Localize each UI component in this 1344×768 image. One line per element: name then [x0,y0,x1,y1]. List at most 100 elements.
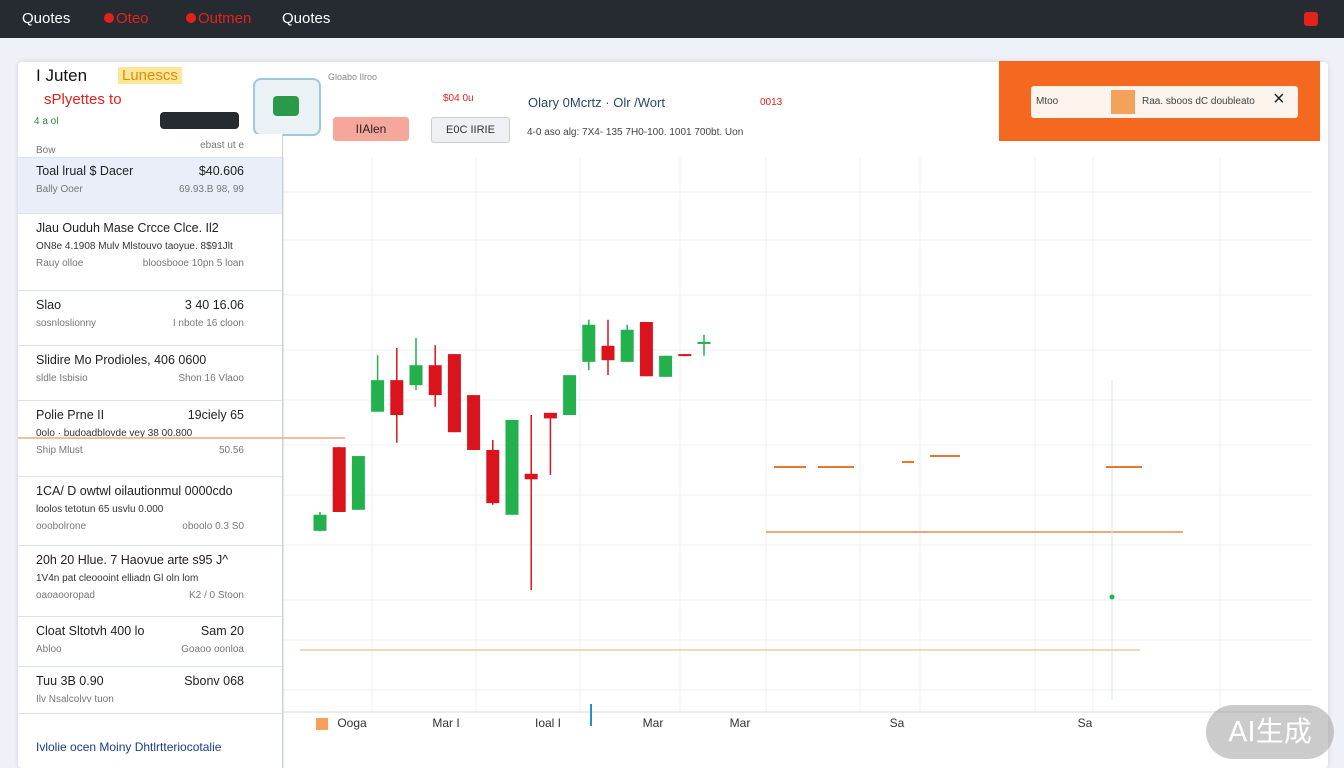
nav-item[interactable]: Quotes [282,10,331,27]
nav-item[interactable]: Outmen [186,10,251,27]
item-title: Slidire Mo Prodioles, 406 0600 [36,353,207,367]
item-sub-line: sosnloslionny I nbote 16 cloon [36,318,272,329]
sidebar-item[interactable]: Jlau Ouduh Mase Crcce Clce. Il2 ON8e 4.19… [18,215,282,291]
candle-body [447,354,461,433]
sidebar-item[interactable]: Tuu 3B 0.90 Sbonv 068 Ilv Nsalcolvv tuon [18,668,282,714]
item-sub-value: I nbote 16 cloon [172,318,244,329]
item-sub: sldle Isbisio [36,373,88,384]
candle-body [563,375,577,416]
candle-body [524,473,538,480]
item-sub: ooobolrone [36,521,87,532]
price-tag: $04 0u [443,93,474,104]
dark-button[interactable] [160,112,239,129]
stats: 4-0 aso alg: 7X4- 135 7H0-100. 1001 700b… [527,127,744,138]
watermark: AI生成 [1206,705,1334,759]
x-label: Ooga [337,716,367,730]
grey-button[interactable]: E0C IIRIE [431,117,510,143]
item-detail: 0olo · budoadblovde vey 38 00.800 [36,428,193,439]
item-sub-line: Bally Ooer 69.93.B 98, 99 [36,184,272,195]
candle-body [409,365,423,386]
item-detail: ON8e 4.1908 Mulv Mlstouvo taoyue. 8$91Jl… [36,241,233,252]
item-title-line: 20h 20 Hlue. 7 Haovue arte s95 J^ [36,553,272,567]
candle-body [678,354,692,357]
item-sub-line: Ilv Nsalcolvv tuon [36,694,272,705]
candle-body [351,456,365,510]
candle-body [390,380,404,416]
sidebar-item[interactable]: Cloat Sltotvh 400 lo Sam 20 Abloo Goaoo oon… [18,618,282,667]
item-title-line: 1CA/ D owtwl oilautionmul 0000cdo [36,484,272,498]
item-title: Cloat Sltotvh 400 lo [36,624,145,638]
candle-body [697,341,711,344]
item-sub: Ship Mlust [36,445,83,456]
sidebar-footer: Ivlolie ocen Moiny Dhtlrtteriocotalie [36,740,222,754]
item-sub: Ilv Nsalcolvv tuon [36,694,114,705]
head-text: Bow [36,145,56,156]
x-label: Mar [643,716,664,730]
candle-body [371,380,385,412]
item-title: Polie Prne II [36,408,105,422]
symbol-code: 0013 [760,97,783,108]
candle-body [467,395,481,450]
close-x[interactable]: × [1273,88,1285,110]
item-title: Slao [36,298,62,312]
alert-label: Mtoo [1036,96,1059,107]
item-sub: oaoaooropad [36,590,95,601]
item-title: Toal lrual $ Dacer [36,164,134,178]
nav-item[interactable]: Quotes [22,10,71,27]
x-label: Sa [890,716,905,730]
sidebar-item[interactable]: Slidire Mo Prodioles, 406 0600 sldle Isbi… [18,347,282,401]
close-icon[interactable] [1304,12,1318,26]
sidebar-item[interactable]: Toal lrual $ Dacer $40.606 Bally Ooer 69.93… [18,158,282,214]
sidebar-item[interactable]: Slao 3 40 16.06 sosnloslionny I nbote 16 cl… [18,292,282,346]
candle-body [659,355,673,377]
item-value: Sam 20 [200,624,244,638]
item-title-line: Tuu 3B 0.90 Sbonv 068 [36,674,272,688]
candle-body [582,324,596,362]
candle-body [332,447,346,513]
item-sub-line: Abloo Goaoo oonloa [36,644,272,655]
symbol: Olary 0Mcrtz · Olr /Wort [528,95,665,110]
candle-body [620,329,634,362]
item-sub-value: K2 / 0 Stoon [188,590,244,601]
item-sub-value: Shon 16 Vlaoo [178,373,244,384]
candle-body [543,412,557,419]
item-title-line: Slao 3 40 16.06 [36,298,272,312]
item-title-line: Polie Prne II 19ciely 65 [36,408,272,422]
item-sub-line: Rauy olloe bloosbooe 10pn 5 loan [36,258,272,269]
app-icon [253,78,321,136]
item-sub: Rauy olloe [36,258,84,269]
item-sub-value: 69.93.B 98, 99 [178,184,244,195]
x-axis-icon [316,718,328,730]
item-title-line: Cloat Sltotvh 400 lo Sam 20 [36,624,272,638]
top-bar: Quotes Oteo Outmen Quotes [0,0,1344,38]
x-label: Mar [730,716,751,730]
sidebar-item[interactable]: 20h 20 Hlue. 7 Haovue arte s95 J^ 1V4n pa… [18,547,282,617]
head-value: ebast ut e [200,140,244,151]
header-badge: Lunescs [118,67,182,84]
candle-body [639,321,653,377]
red-button[interactable]: IIAlen [333,117,409,141]
alert-box[interactable]: Mtoo Raa. sboos dC doubleato × [1031,86,1298,118]
x-label: Ioal I [535,716,561,730]
candle-body [486,449,500,504]
item-sub-value: 50.56 [218,445,244,456]
item-title-line: Jlau Ouduh Mase Crcce Clce. Il2 [36,221,272,235]
item-title: Jlau Ouduh Mase Crcce Clce. Il2 [36,221,219,235]
candle-body [601,345,615,361]
nav-item[interactable]: Oteo [104,10,149,27]
sidebar-head: Bow ebast ut e [18,134,282,158]
sidebar-item[interactable]: 1CA/ D owtwl oilautionmul 0000cdo loolos … [18,478,282,546]
nav-text: Oteo [116,10,149,27]
item-value: $40.606 [198,164,244,178]
item-value: 19ciely 65 [187,408,244,422]
sidebar-item[interactable]: Polie Prne II 19ciely 65 0olo · budoadblov… [18,402,282,477]
candle-body [313,514,327,531]
item-title: 1CA/ D owtwl oilautionmul 0000cdo [36,484,233,498]
item-value: 3 40 16.06 [184,298,244,312]
candle-body [505,420,519,515]
item-title: Tuu 3B 0.90 [36,674,104,688]
breadcrumb: Gloabo Ilroo [328,72,378,82]
header-title: I Juten [36,66,88,85]
